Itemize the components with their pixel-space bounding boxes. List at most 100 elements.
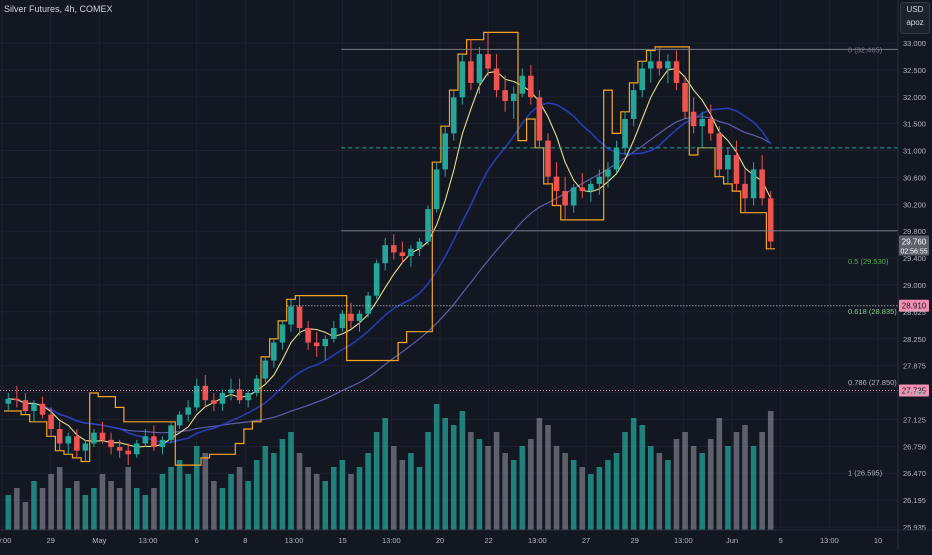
volume-bar bbox=[228, 474, 234, 530]
candle bbox=[99, 421, 106, 444]
price-tick-label: 28.250 bbox=[903, 335, 926, 344]
candle bbox=[253, 374, 260, 397]
tag-27735-box bbox=[899, 384, 929, 397]
volume-bar bbox=[133, 488, 140, 530]
time-tick-label: 5 bbox=[779, 536, 783, 545]
currency-selector[interactable]: USD apoz bbox=[900, 2, 930, 34]
volume-bar bbox=[476, 439, 483, 530]
price-tick-label: 26.750 bbox=[903, 442, 926, 451]
current-price-countdown: 02:56:55 bbox=[900, 248, 927, 255]
price-tick-label: 27.500 bbox=[903, 389, 926, 398]
candle bbox=[545, 133, 551, 184]
candle-body bbox=[82, 443, 89, 451]
candle bbox=[519, 68, 526, 98]
candle-body bbox=[305, 328, 311, 343]
candle bbox=[750, 162, 757, 206]
tag-28910-text: 28.910 bbox=[902, 302, 927, 311]
volume-bar bbox=[373, 432, 380, 530]
candle bbox=[262, 356, 269, 383]
volume-bar bbox=[348, 474, 354, 530]
candle bbox=[528, 64, 534, 105]
candle-body bbox=[219, 392, 226, 404]
candle-body bbox=[99, 432, 106, 440]
candle bbox=[502, 75, 508, 112]
candle bbox=[296, 295, 303, 336]
candle bbox=[733, 140, 740, 192]
time-tick-label: 8 bbox=[243, 536, 247, 545]
candle bbox=[39, 396, 46, 419]
candle-body bbox=[296, 306, 303, 329]
candle-body bbox=[125, 450, 132, 455]
volume-bar bbox=[151, 488, 157, 530]
volume-bar bbox=[82, 495, 89, 530]
candle bbox=[665, 54, 671, 83]
candle bbox=[288, 299, 294, 332]
candle bbox=[416, 237, 423, 256]
price-tick-label: 30.200 bbox=[903, 200, 926, 209]
time-tick-label: 15 bbox=[338, 536, 346, 545]
candle-body bbox=[433, 169, 440, 210]
candle-body bbox=[767, 198, 774, 242]
candle-body bbox=[288, 306, 294, 325]
price-tick-label: 29.000 bbox=[903, 281, 926, 290]
volume-bar bbox=[339, 460, 346, 530]
candle bbox=[125, 443, 132, 466]
candle-body bbox=[193, 385, 200, 408]
candle-body bbox=[425, 209, 431, 242]
candle bbox=[65, 432, 72, 455]
candle bbox=[493, 54, 500, 98]
candle bbox=[656, 46, 663, 76]
volume-bar bbox=[65, 488, 72, 530]
candle bbox=[553, 162, 560, 206]
currency-label: USD bbox=[906, 5, 924, 14]
candle-body bbox=[116, 447, 123, 451]
time-tick-label: 10 bbox=[874, 536, 882, 545]
candle-body bbox=[348, 313, 354, 321]
candle-body bbox=[22, 400, 29, 412]
volume-bar bbox=[116, 488, 123, 530]
fib-1-label: 1 (26.595) bbox=[848, 469, 883, 478]
candle-body bbox=[390, 245, 397, 253]
price-tick-label: 25.935 bbox=[903, 523, 926, 532]
time-tick-label: 20 bbox=[436, 536, 444, 545]
volume-bar bbox=[22, 502, 29, 530]
volume-bar bbox=[313, 474, 320, 530]
volume-bar bbox=[91, 488, 97, 530]
candle-body bbox=[331, 328, 337, 339]
candle-body bbox=[356, 313, 363, 321]
candle bbox=[699, 111, 705, 148]
candle bbox=[510, 86, 517, 119]
volume-bar bbox=[99, 474, 106, 530]
candle bbox=[399, 241, 406, 264]
candle-body bbox=[236, 389, 243, 401]
candle-body bbox=[56, 429, 63, 444]
volume-bar bbox=[322, 481, 329, 530]
volume-bar bbox=[493, 432, 500, 530]
candle bbox=[133, 439, 140, 458]
candle-body bbox=[605, 169, 611, 177]
candle bbox=[279, 320, 286, 350]
volume-bar bbox=[168, 467, 174, 530]
volume-bar bbox=[450, 425, 457, 530]
price-tick-label: 32.500 bbox=[903, 66, 926, 75]
candle bbox=[570, 183, 577, 213]
volume-bar bbox=[630, 418, 637, 530]
candle-body bbox=[382, 245, 389, 264]
candle bbox=[690, 97, 697, 134]
volume-bar bbox=[665, 460, 671, 530]
candle-body bbox=[14, 398, 20, 401]
time-tick-label: 13:00 bbox=[382, 536, 401, 545]
volume-bar bbox=[108, 481, 114, 530]
candle bbox=[322, 335, 329, 361]
candle bbox=[82, 439, 89, 462]
volume-bar bbox=[296, 453, 303, 530]
tag-27735-text: 27.735 bbox=[902, 386, 927, 395]
candle bbox=[176, 411, 183, 430]
candle-body bbox=[202, 385, 209, 401]
candle-body bbox=[185, 407, 191, 415]
volume-bar bbox=[647, 446, 654, 530]
price-tick-label: 31.000 bbox=[903, 147, 926, 156]
candle bbox=[707, 104, 714, 141]
